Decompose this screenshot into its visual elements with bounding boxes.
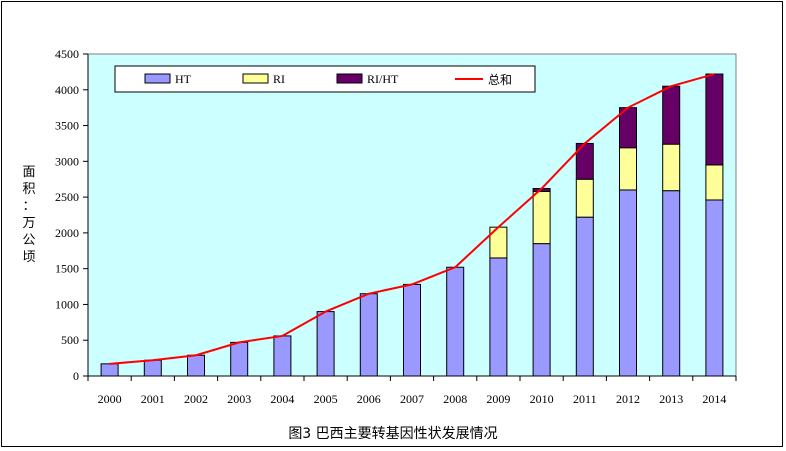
legend-label-ri-ht: RI/HT: [367, 72, 399, 86]
y-tick-label: 1000: [55, 297, 79, 311]
legend-swatch-ri-ht: [336, 73, 363, 84]
legend-label-ht: HT: [175, 72, 192, 86]
y-axis-label-char: 积: [22, 182, 35, 197]
x-tick-label: 2013: [659, 392, 683, 406]
x-tick-label: 2014: [702, 392, 726, 406]
x-tick-label: 2003: [227, 392, 251, 406]
legend-box: [114, 65, 536, 93]
bars-group: [100, 73, 724, 377]
bar-ri-2012: [619, 147, 637, 191]
figure-caption: 图3 巴西主要转基因性状发展情况: [288, 425, 497, 442]
y-tick-label: 1500: [55, 262, 79, 276]
legend: HT RI RI/HT 总和: [114, 65, 536, 93]
bar-ht-2014: [705, 199, 724, 377]
bar-ht-2006: [359, 293, 378, 377]
x-tick-label: 2001: [141, 392, 165, 406]
x-tick-label: 2012: [616, 392, 640, 406]
x-tick-label: 2002: [184, 392, 208, 406]
x-tick-label: 2006: [357, 392, 381, 406]
bar-ri-ht-2013: [662, 85, 681, 145]
total-line-group: [109, 73, 715, 365]
x-tick-label: 2008: [443, 392, 467, 406]
y-tick-label: 0: [73, 369, 79, 383]
bar-ht-2011: [575, 216, 594, 377]
y-tick-label: 2000: [55, 226, 79, 240]
bar-ht-2000: [100, 363, 119, 377]
bar-ht-2004: [273, 335, 292, 377]
bar-ri-2011: [575, 178, 594, 218]
x-tick-label: 2005: [314, 392, 338, 406]
bar-ri-2010: [532, 190, 551, 245]
series-line-total: [109, 73, 715, 365]
legend-swatch-ri: [242, 73, 269, 84]
y-tick-label: 3000: [55, 154, 79, 168]
x-tick-label: 2004: [270, 392, 294, 406]
y-axis-label-char: 万: [22, 216, 35, 231]
legend-label-total: 总和: [488, 73, 512, 87]
bar-ht-2010: [532, 243, 551, 377]
bar-ht-2008: [446, 266, 465, 377]
y-axis-label-char: 面: [22, 165, 35, 180]
y-axis-label-char: ：: [22, 199, 35, 214]
x-tick-label: 2009: [486, 392, 510, 406]
bar-ht-2003: [230, 341, 249, 377]
y-tick-label: 2500: [55, 190, 79, 204]
y-tick-label: 500: [61, 333, 79, 347]
y-tick-label: 4500: [55, 47, 79, 61]
y-tick-label: 3500: [55, 119, 79, 133]
y-axis-label: 面积 ： 万公顷: [22, 165, 35, 265]
legend-label-ri: RI: [273, 72, 285, 86]
x-tick-label: 2000: [98, 392, 122, 406]
y-axis-label-char: 公: [22, 233, 35, 248]
bar-ht-2012: [619, 189, 637, 377]
y-axis-label-char: 顷: [22, 250, 35, 265]
bar-ht-2009: [489, 257, 508, 377]
x-tick-label: 2010: [530, 392, 554, 406]
y-tick-label: 4000: [55, 83, 79, 97]
bar-ht-2013: [662, 190, 681, 377]
bar-ri-2013: [662, 143, 681, 192]
x-tick-label: 2007: [400, 392, 424, 406]
bar-ht-2005: [316, 311, 335, 377]
x-tick-label: 2011: [573, 392, 597, 406]
bar-ht-2001: [143, 359, 162, 377]
bar-ri-2014: [705, 164, 724, 201]
bar-ht-2002: [187, 354, 205, 377]
legend-swatch-ht: [144, 73, 171, 84]
bar-ri-ht-2014: [705, 73, 724, 166]
bar-ht-2007: [403, 283, 421, 377]
